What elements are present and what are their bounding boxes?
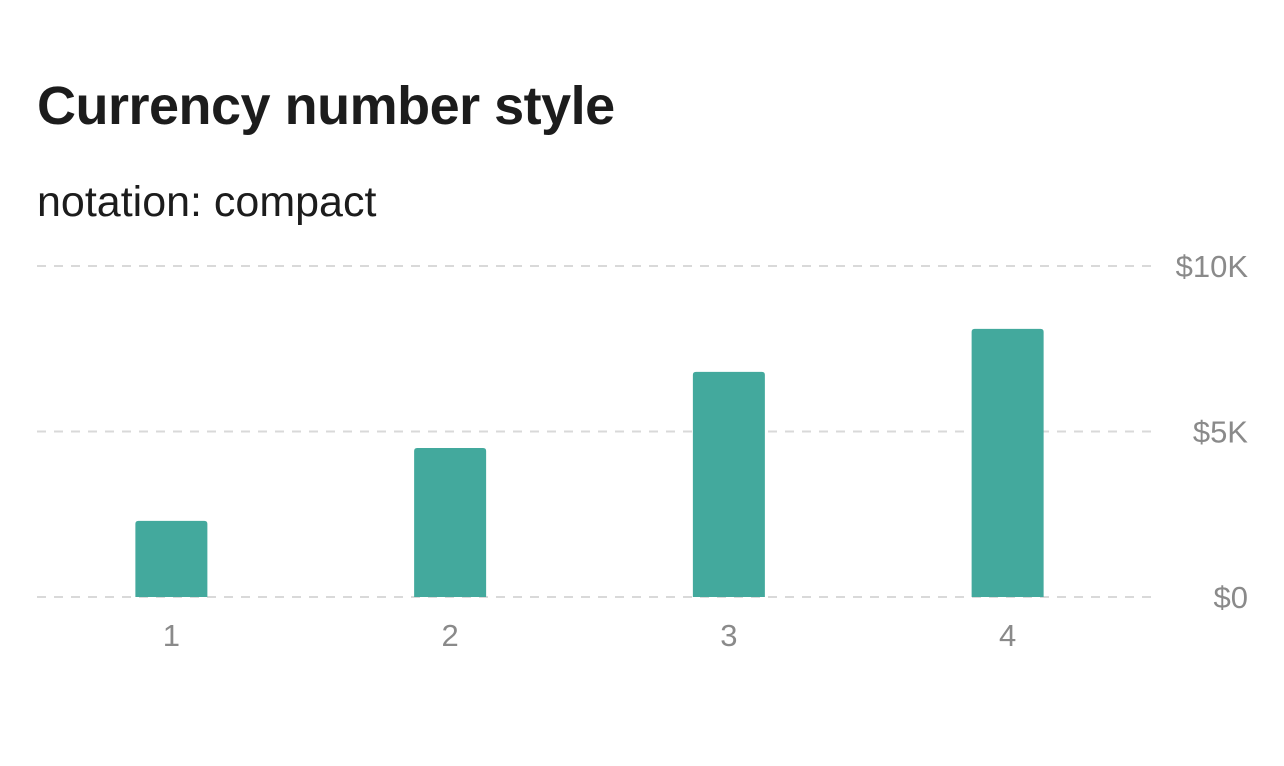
x-tick-label: 4 (999, 618, 1016, 653)
chart-subtitle: notation: compact (37, 178, 377, 226)
x-tick-label: 2 (442, 618, 459, 653)
x-tick-label: 3 (720, 618, 737, 653)
y-axis-ticks: $0 $5K $10K (1176, 249, 1249, 615)
x-tick-label: 1 (163, 618, 180, 653)
x-axis-ticks: 1 2 3 4 (163, 618, 1017, 653)
chart-title: Currency number style (37, 76, 615, 136)
y-tick-label: $5K (1193, 415, 1248, 450)
y-tick-label: $0 (1214, 580, 1248, 615)
bar (414, 448, 487, 597)
bar (692, 371, 765, 597)
bar (971, 328, 1044, 597)
bar (135, 520, 208, 597)
y-tick-label: $10K (1176, 249, 1249, 284)
bars (135, 328, 1044, 597)
